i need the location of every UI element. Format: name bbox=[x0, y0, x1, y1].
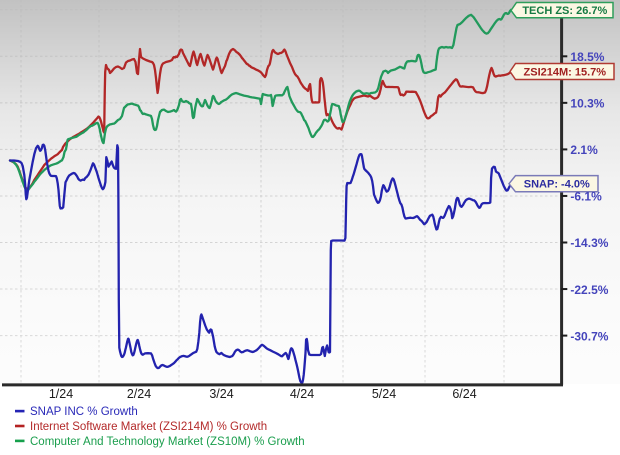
svg-text:SNAP: -4.0%: SNAP: -4.0% bbox=[524, 179, 590, 191]
svg-text:2.1%: 2.1% bbox=[570, 143, 598, 157]
svg-text:SNAP INC % Growth: SNAP INC % Growth bbox=[30, 406, 138, 418]
svg-text:3/24: 3/24 bbox=[209, 387, 233, 401]
svg-text:Internet Software Market (ZSI2: Internet Software Market (ZSI214M) % Gro… bbox=[30, 421, 267, 433]
svg-text:-22.5%: -22.5% bbox=[570, 283, 608, 297]
svg-text:5/24: 5/24 bbox=[372, 387, 396, 401]
svg-text:-14.3%: -14.3% bbox=[570, 236, 608, 250]
svg-text:ZSI214M: 15.7%: ZSI214M: 15.7% bbox=[524, 67, 607, 79]
svg-text:-30.7%: -30.7% bbox=[570, 329, 608, 343]
svg-text:18.5%: 18.5% bbox=[570, 50, 604, 64]
svg-text:6/24: 6/24 bbox=[452, 387, 476, 401]
svg-text:4/24: 4/24 bbox=[290, 387, 314, 401]
svg-text:TECH ZS: 26.7%: TECH ZS: 26.7% bbox=[522, 5, 607, 17]
svg-text:1/24: 1/24 bbox=[49, 387, 73, 401]
svg-text:2/24: 2/24 bbox=[127, 387, 151, 401]
svg-text:10.3%: 10.3% bbox=[570, 97, 604, 111]
svg-text:Computer And Technology Market: Computer And Technology Market (ZS10M) %… bbox=[30, 436, 305, 448]
svg-text:-6.1%: -6.1% bbox=[570, 190, 602, 204]
